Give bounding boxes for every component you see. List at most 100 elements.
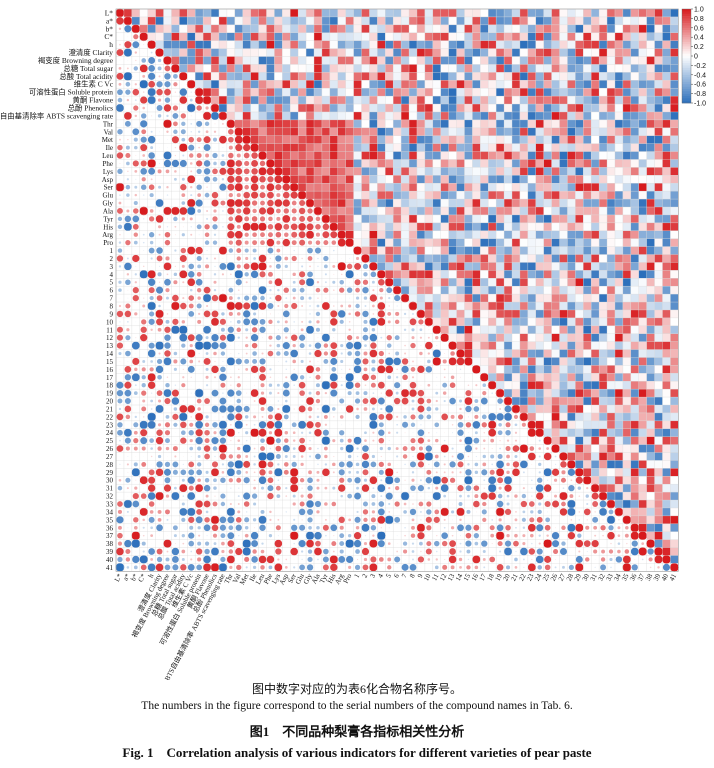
upper-cell bbox=[512, 199, 520, 207]
upper-cell bbox=[472, 246, 481, 255]
upper-cell bbox=[512, 151, 520, 160]
lower-circle bbox=[174, 225, 177, 228]
lower-circle bbox=[141, 406, 147, 412]
upper-cell bbox=[614, 262, 623, 271]
lower-circle bbox=[324, 486, 328, 490]
upper-cell bbox=[456, 9, 465, 17]
upper-cell bbox=[543, 175, 552, 184]
upper-cell bbox=[670, 270, 679, 279]
upper-cell bbox=[488, 325, 497, 334]
lower-circle bbox=[147, 484, 156, 492]
lower-circle bbox=[156, 524, 163, 532]
lower-circle bbox=[164, 397, 171, 405]
lower-circle bbox=[293, 559, 295, 560]
upper-cell bbox=[646, 428, 655, 437]
lower-circle bbox=[148, 152, 155, 159]
lower-circle bbox=[378, 437, 385, 444]
upper-cell bbox=[575, 349, 584, 358]
upper-cell bbox=[361, 88, 370, 97]
lower-circle bbox=[173, 422, 178, 427]
lower-circle bbox=[126, 193, 130, 197]
upper-cell bbox=[551, 341, 560, 350]
lower-circle bbox=[440, 444, 449, 453]
upper-cell bbox=[591, 40, 600, 49]
lower-circle bbox=[132, 555, 140, 564]
lower-circle bbox=[167, 147, 168, 148]
upper-cell bbox=[630, 207, 639, 215]
upper-cell bbox=[416, 191, 425, 200]
upper-cell bbox=[607, 476, 615, 485]
lower-circle bbox=[361, 523, 370, 532]
lower-circle bbox=[222, 281, 224, 283]
upper-cell bbox=[306, 167, 314, 176]
lower-circle bbox=[467, 558, 470, 561]
upper-cell bbox=[321, 64, 330, 73]
lower-circle bbox=[347, 477, 353, 483]
lower-circle bbox=[332, 462, 336, 467]
lower-circle bbox=[181, 233, 185, 237]
upper-cell bbox=[670, 72, 679, 81]
upper-cell bbox=[369, 16, 378, 25]
upper-cell bbox=[401, 278, 410, 287]
upper-cell bbox=[504, 183, 512, 192]
upper-cell bbox=[519, 72, 528, 81]
lower-circle bbox=[299, 239, 306, 246]
upper-cell bbox=[654, 40, 663, 49]
upper-cell bbox=[448, 104, 457, 112]
lower-circle bbox=[243, 501, 250, 507]
upper-cell bbox=[543, 104, 552, 112]
lower-circle bbox=[514, 423, 518, 427]
upper-cell bbox=[345, 111, 354, 120]
upper-cell bbox=[393, 191, 402, 200]
lower-circle bbox=[290, 223, 298, 231]
lower-circle bbox=[222, 416, 224, 418]
lower-circle bbox=[322, 524, 329, 531]
upper-cell bbox=[448, 80, 457, 89]
lower-circle bbox=[291, 216, 297, 222]
upper-cell bbox=[607, 397, 615, 405]
upper-cell bbox=[377, 64, 386, 73]
upper-cell bbox=[290, 9, 299, 17]
lower-circle bbox=[372, 304, 375, 308]
upper-cell bbox=[290, 72, 299, 81]
lower-circle bbox=[380, 345, 382, 346]
lower-circle bbox=[496, 500, 504, 508]
upper-cell bbox=[250, 32, 259, 41]
lower-circle bbox=[134, 384, 137, 387]
upper-cell bbox=[234, 56, 243, 65]
upper-cell bbox=[480, 230, 489, 239]
upper-cell bbox=[512, 230, 520, 239]
upper-cell bbox=[670, 444, 679, 453]
upper-cell bbox=[670, 151, 679, 160]
upper-cell bbox=[290, 56, 299, 65]
lower-circle bbox=[166, 226, 169, 228]
upper-cell bbox=[242, 127, 251, 136]
upper-cell bbox=[306, 56, 314, 65]
upper-cell bbox=[377, 48, 386, 57]
lower-circle bbox=[116, 342, 124, 349]
lower-circle bbox=[417, 461, 425, 468]
lower-circle bbox=[460, 448, 461, 449]
diagonal-circle bbox=[353, 246, 362, 255]
lower-circle bbox=[308, 296, 312, 300]
upper-cell bbox=[662, 111, 671, 120]
upper-cell bbox=[480, 88, 489, 97]
lower-circle bbox=[133, 391, 138, 395]
lower-circle bbox=[230, 258, 232, 259]
lower-circle bbox=[506, 470, 510, 475]
lower-circle bbox=[116, 326, 123, 333]
upper-cell bbox=[504, 389, 512, 398]
lower-circle bbox=[411, 542, 415, 545]
upper-cell bbox=[314, 32, 322, 41]
lower-circle bbox=[428, 463, 430, 466]
upper-cell bbox=[488, 9, 497, 17]
lower-circle bbox=[451, 447, 454, 450]
upper-cell bbox=[258, 9, 267, 17]
upper-cell bbox=[622, 286, 631, 295]
lower-circle bbox=[443, 518, 446, 521]
upper-cell bbox=[163, 48, 172, 57]
upper-cell bbox=[591, 420, 600, 429]
upper-cell bbox=[464, 16, 473, 25]
lower-circle bbox=[274, 563, 283, 572]
lower-circle bbox=[355, 549, 360, 554]
